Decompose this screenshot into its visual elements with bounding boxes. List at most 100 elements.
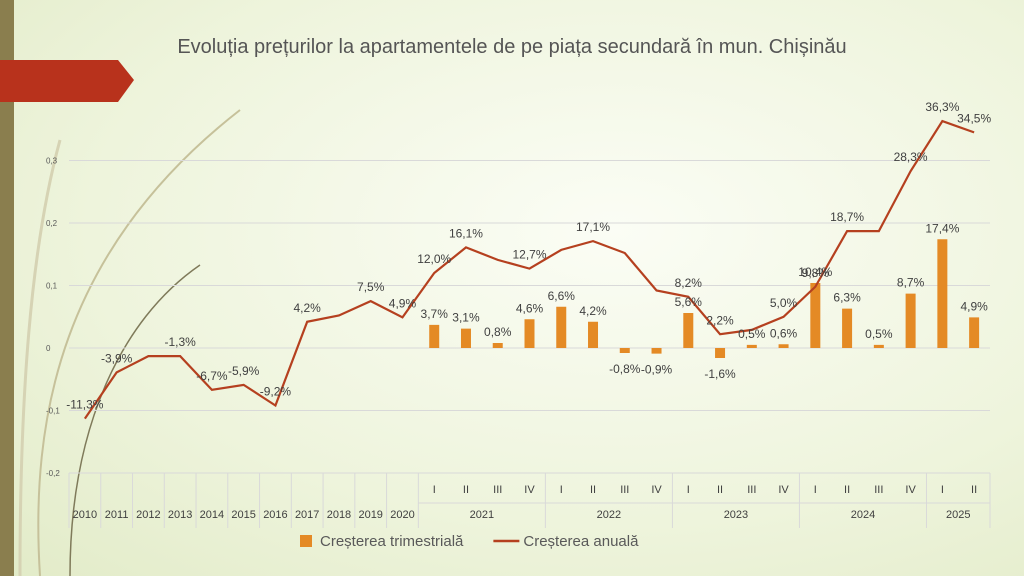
x-tick-label: II: [463, 484, 469, 496]
bar: [429, 324, 440, 348]
data-label: -6,7%: [196, 369, 228, 383]
deco-curve: [37, 109, 241, 576]
x-tick-label: II: [844, 484, 850, 496]
y-tick-label: -0,2: [46, 469, 60, 478]
data-label: 4,6%: [516, 301, 544, 315]
data-label: 4,9%: [389, 296, 417, 310]
x-tick-label: III: [493, 484, 502, 496]
y-tick-label: -0,1: [46, 407, 60, 416]
data-label: -9,2%: [260, 385, 292, 399]
data-label: 0,6%: [770, 326, 798, 340]
legend-swatch: [300, 535, 312, 547]
data-label: -1,3%: [164, 335, 196, 349]
x-tick-label: I: [560, 484, 563, 496]
data-label: -0,9%: [641, 363, 673, 377]
y-tick-label: 0: [46, 344, 51, 353]
x-tick-label: 2012: [136, 509, 160, 521]
line: [83, 119, 975, 420]
group-label: 2025: [946, 509, 970, 521]
data-label: 6,3%: [833, 291, 861, 305]
x-tick-label: III: [874, 484, 883, 496]
title-arrow: [0, 60, 134, 102]
data-label: -3,9%: [101, 351, 133, 365]
x-tick-label: IV: [905, 484, 916, 496]
data-label: 6,6%: [548, 289, 576, 303]
x-tick-label: 2011: [105, 509, 129, 521]
x-tick-label: IV: [778, 484, 789, 496]
data-label: 36,3%: [925, 100, 959, 114]
x-tick-label: 2017: [295, 509, 319, 521]
x-tick-label: IV: [524, 484, 535, 496]
x-tick-label: I: [814, 484, 817, 496]
group-label: 2024: [851, 509, 875, 521]
data-label: 34,5%: [957, 111, 991, 125]
data-label: 17,1%: [576, 220, 610, 234]
y-tick-label: 0,3: [46, 157, 58, 166]
x-tick-label: 2010: [73, 509, 97, 521]
x-tick-label: II: [971, 484, 977, 496]
legend-label: Creșterea trimestrială: [320, 533, 464, 550]
group-label: 2022: [597, 509, 621, 521]
data-label: -0,8%: [609, 362, 641, 376]
bar: [969, 317, 980, 348]
x-tick-label: I: [433, 484, 436, 496]
x-tick-label: I: [687, 484, 690, 496]
data-label: 7,5%: [357, 280, 385, 294]
bar: [460, 328, 471, 348]
x-tick-label: 2013: [168, 509, 192, 521]
data-label: 18,7%: [830, 210, 864, 224]
data-label: 17,4%: [925, 221, 959, 235]
deco-curve: [18, 139, 62, 576]
data-label: -11,3%: [66, 398, 103, 412]
data-label: 12,7%: [512, 248, 546, 262]
side-bar: [0, 0, 14, 576]
bar: [746, 344, 757, 348]
data-label: 9,8%: [802, 266, 830, 280]
data-label: 4,9%: [960, 299, 988, 313]
bar: [619, 348, 630, 353]
data-label: 28,3%: [894, 150, 928, 164]
data-label: -1,6%: [704, 367, 736, 381]
bar: [937, 239, 948, 348]
data-label: 5,6%: [675, 295, 703, 309]
data-label: 8,2%: [675, 276, 703, 290]
x-tick-label: I: [941, 484, 944, 496]
x-tick-label: III: [747, 484, 756, 496]
x-tick-label: 2019: [358, 509, 382, 521]
x-tick-label: IV: [651, 484, 662, 496]
data-label: 12,0%: [417, 252, 451, 266]
x-tick-label: II: [590, 484, 596, 496]
data-label: 4,2%: [579, 304, 607, 318]
x-tick-label: III: [620, 484, 629, 496]
data-label: 3,1%: [452, 311, 480, 325]
data-label: 10,4%: [798, 265, 832, 279]
data-label: 0,5%: [738, 327, 766, 341]
data-label: 2,2%: [706, 313, 734, 327]
x-tick-label: II: [717, 484, 723, 496]
bar: [778, 344, 789, 348]
bar: [524, 319, 535, 348]
data-label: 5,0%: [770, 296, 798, 310]
x-tick-label: 2018: [327, 509, 351, 521]
x-tick-label: 2015: [231, 509, 255, 521]
data-label: 3,7%: [421, 307, 449, 321]
bar: [651, 348, 662, 354]
bar: [556, 306, 567, 348]
group-label: 2021: [470, 509, 494, 521]
y-tick-label: 0,2: [46, 219, 58, 228]
bar: [492, 343, 503, 348]
bar: [810, 283, 821, 348]
bar: [905, 293, 916, 348]
chart-title: Evoluția prețurilor la apartamentele de …: [177, 36, 847, 58]
data-label: 16,1%: [449, 226, 483, 240]
data-label: 8,7%: [897, 276, 925, 290]
y-tick-label: 0,1: [46, 282, 58, 291]
x-tick-label: 2014: [200, 509, 224, 521]
data-label: 0,8%: [484, 325, 512, 339]
group-label: 2023: [724, 509, 748, 521]
bar: [683, 313, 694, 348]
legend-label: Creșterea anuală: [523, 533, 639, 550]
